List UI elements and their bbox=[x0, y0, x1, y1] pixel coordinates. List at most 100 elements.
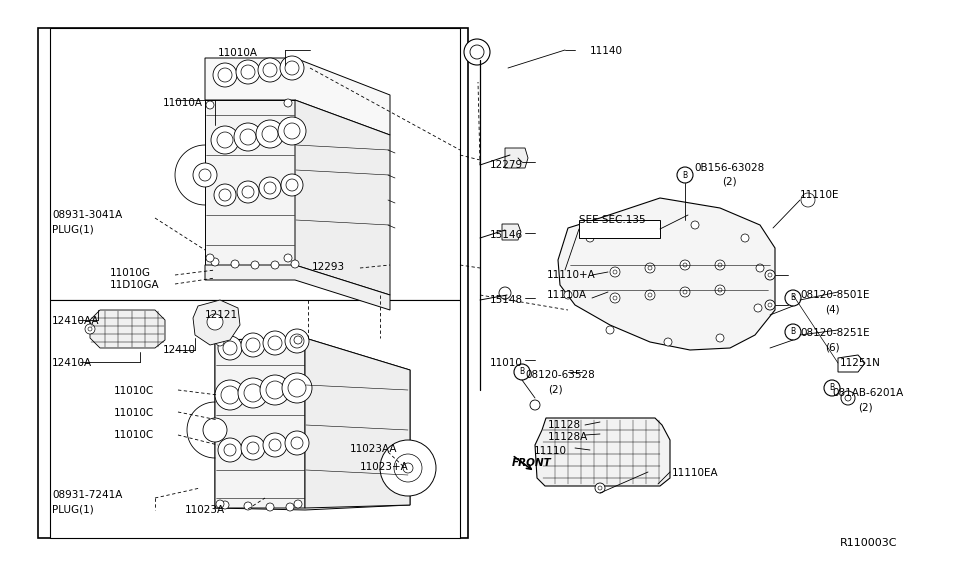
Circle shape bbox=[218, 438, 242, 462]
Text: (2): (2) bbox=[548, 384, 563, 394]
Circle shape bbox=[281, 174, 303, 196]
Circle shape bbox=[606, 326, 614, 334]
Text: 11110EA: 11110EA bbox=[672, 468, 719, 478]
Circle shape bbox=[256, 120, 284, 148]
Text: 11010C: 11010C bbox=[114, 430, 154, 440]
Text: 08120-8251E: 08120-8251E bbox=[800, 328, 870, 338]
Circle shape bbox=[741, 234, 749, 242]
Circle shape bbox=[88, 327, 92, 331]
Circle shape bbox=[610, 267, 620, 277]
Circle shape bbox=[206, 254, 214, 262]
Circle shape bbox=[231, 260, 239, 268]
Text: B: B bbox=[682, 170, 687, 179]
Text: 15146: 15146 bbox=[490, 230, 524, 240]
Circle shape bbox=[218, 336, 242, 360]
Circle shape bbox=[217, 132, 233, 148]
Circle shape bbox=[241, 333, 265, 357]
Polygon shape bbox=[205, 265, 390, 310]
Text: FRONT: FRONT bbox=[512, 458, 552, 468]
Circle shape bbox=[718, 288, 722, 292]
Text: 12410AA: 12410AA bbox=[52, 316, 99, 326]
Text: 11251N: 11251N bbox=[840, 358, 880, 368]
Circle shape bbox=[586, 234, 594, 242]
Circle shape bbox=[380, 440, 436, 496]
Circle shape bbox=[288, 379, 306, 397]
Circle shape bbox=[262, 126, 278, 142]
Text: 11010G: 11010G bbox=[110, 268, 151, 278]
Polygon shape bbox=[502, 224, 521, 240]
Circle shape bbox=[680, 260, 690, 270]
Text: (2): (2) bbox=[858, 403, 873, 413]
Circle shape bbox=[648, 293, 652, 297]
Text: 12410: 12410 bbox=[163, 345, 196, 355]
Circle shape bbox=[244, 502, 252, 510]
Circle shape bbox=[259, 177, 281, 199]
Bar bbox=[38, 28, 468, 538]
Circle shape bbox=[285, 61, 299, 75]
Circle shape bbox=[234, 123, 262, 151]
Circle shape bbox=[765, 300, 775, 310]
Circle shape bbox=[215, 380, 245, 410]
Text: 11D10GA: 11D10GA bbox=[110, 280, 160, 290]
Circle shape bbox=[85, 324, 95, 334]
Circle shape bbox=[247, 442, 259, 454]
Circle shape bbox=[470, 45, 484, 59]
Text: 11023+A: 11023+A bbox=[360, 462, 409, 472]
Circle shape bbox=[294, 500, 302, 508]
Circle shape bbox=[804, 196, 812, 204]
Circle shape bbox=[598, 486, 602, 490]
Circle shape bbox=[291, 260, 299, 268]
Circle shape bbox=[754, 304, 762, 312]
Circle shape bbox=[715, 285, 725, 295]
Polygon shape bbox=[90, 310, 165, 348]
Text: 11010C: 11010C bbox=[114, 386, 154, 396]
Polygon shape bbox=[558, 198, 775, 350]
Circle shape bbox=[824, 380, 840, 396]
Bar bbox=[50, 28, 460, 300]
Circle shape bbox=[238, 378, 268, 408]
Circle shape bbox=[221, 386, 239, 404]
Text: (6): (6) bbox=[825, 342, 839, 352]
Circle shape bbox=[206, 101, 214, 109]
Circle shape bbox=[768, 303, 772, 307]
Circle shape bbox=[280, 56, 304, 80]
Circle shape bbox=[564, 291, 572, 299]
Circle shape bbox=[530, 400, 540, 410]
Text: B: B bbox=[830, 384, 835, 392]
Text: B: B bbox=[791, 328, 796, 337]
Circle shape bbox=[613, 270, 617, 274]
Bar bbox=[579, 220, 660, 238]
Circle shape bbox=[251, 261, 259, 269]
Text: 11140: 11140 bbox=[590, 46, 623, 56]
Polygon shape bbox=[535, 418, 670, 486]
Circle shape bbox=[223, 341, 237, 355]
Circle shape bbox=[269, 439, 281, 451]
Polygon shape bbox=[305, 338, 410, 508]
Circle shape bbox=[216, 500, 224, 508]
Circle shape bbox=[715, 260, 725, 270]
Circle shape bbox=[285, 431, 309, 455]
Text: 11010: 11010 bbox=[490, 358, 523, 368]
Circle shape bbox=[613, 296, 617, 300]
Circle shape bbox=[683, 263, 687, 267]
Text: 11010A: 11010A bbox=[163, 98, 203, 108]
Text: 11023AA: 11023AA bbox=[350, 444, 398, 454]
Circle shape bbox=[595, 483, 605, 493]
Text: 11128A: 11128A bbox=[548, 432, 588, 442]
Circle shape bbox=[211, 258, 219, 266]
Text: (4): (4) bbox=[825, 305, 839, 315]
Circle shape bbox=[264, 182, 276, 194]
Circle shape bbox=[841, 391, 855, 405]
Circle shape bbox=[268, 336, 282, 350]
Text: 08931-3041A: 08931-3041A bbox=[52, 210, 122, 220]
Text: 08120-63528: 08120-63528 bbox=[525, 370, 595, 380]
Polygon shape bbox=[205, 100, 295, 265]
Circle shape bbox=[241, 65, 255, 79]
Text: 11110: 11110 bbox=[534, 446, 567, 456]
Circle shape bbox=[240, 129, 256, 145]
Circle shape bbox=[266, 503, 274, 511]
Circle shape bbox=[645, 290, 655, 300]
Circle shape bbox=[610, 293, 620, 303]
Polygon shape bbox=[838, 355, 865, 372]
Circle shape bbox=[286, 503, 294, 511]
